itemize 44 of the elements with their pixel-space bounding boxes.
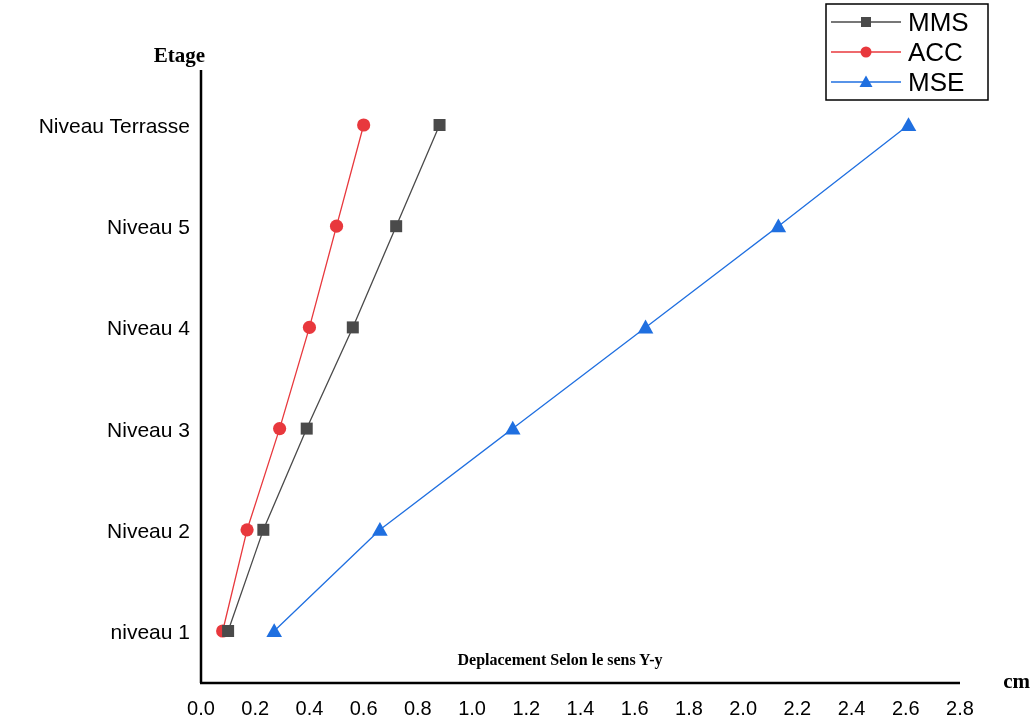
point	[900, 117, 917, 131]
x-axis-title: cm	[1003, 669, 1031, 693]
x-tick-label: 1.2	[512, 697, 541, 719]
point	[357, 118, 371, 132]
point	[346, 321, 359, 334]
y-tick-label: niveau 1	[110, 620, 190, 643]
x-tick-label: 0.0	[187, 697, 215, 719]
point	[433, 119, 446, 131]
point	[390, 220, 403, 233]
y-axis-title: Etage	[153, 43, 205, 67]
x-tick-label: 0.6	[349, 697, 378, 719]
x-tick-label: 0.2	[241, 697, 270, 719]
point	[302, 320, 317, 334]
y-tick-label: Niveau 4	[107, 316, 191, 340]
annotation: Deplacement Selon le sens Y-y	[457, 651, 663, 669]
y-tick-label: Niveau 2	[107, 518, 190, 542]
x-tick-label: 2.0	[729, 697, 758, 719]
x-tick-label: 0.4	[295, 697, 324, 719]
point	[637, 319, 654, 334]
point	[372, 522, 388, 536]
x-tick-label: 1.0	[458, 697, 486, 719]
point	[770, 218, 787, 233]
point	[329, 219, 344, 233]
legend-label: ACC	[908, 37, 963, 67]
x-tick-label: 2.6	[891, 697, 920, 719]
point	[504, 420, 521, 435]
point	[300, 422, 313, 435]
point	[257, 523, 270, 536]
x-tick-label: 1.4	[566, 697, 595, 719]
legend-label: MMS	[908, 7, 969, 37]
point	[273, 422, 287, 436]
point	[222, 625, 235, 637]
x-tick-label: 0.8	[403, 697, 432, 719]
legend-label: MSE	[908, 67, 965, 97]
y-tick-label: Niveau Terrasse	[38, 114, 190, 137]
point	[240, 523, 254, 537]
y-tick-label: Niveau 3	[107, 417, 190, 441]
point	[266, 623, 282, 637]
x-tick-label: 1.6	[620, 697, 649, 719]
x-tick-label: 2.2	[783, 697, 812, 719]
x-tick-label: 2.4	[837, 697, 866, 719]
x-tick-label: 1.8	[675, 697, 703, 719]
y-tick-label: Niveau 5	[107, 215, 190, 239]
x-tick-label: 2.8	[946, 697, 974, 719]
